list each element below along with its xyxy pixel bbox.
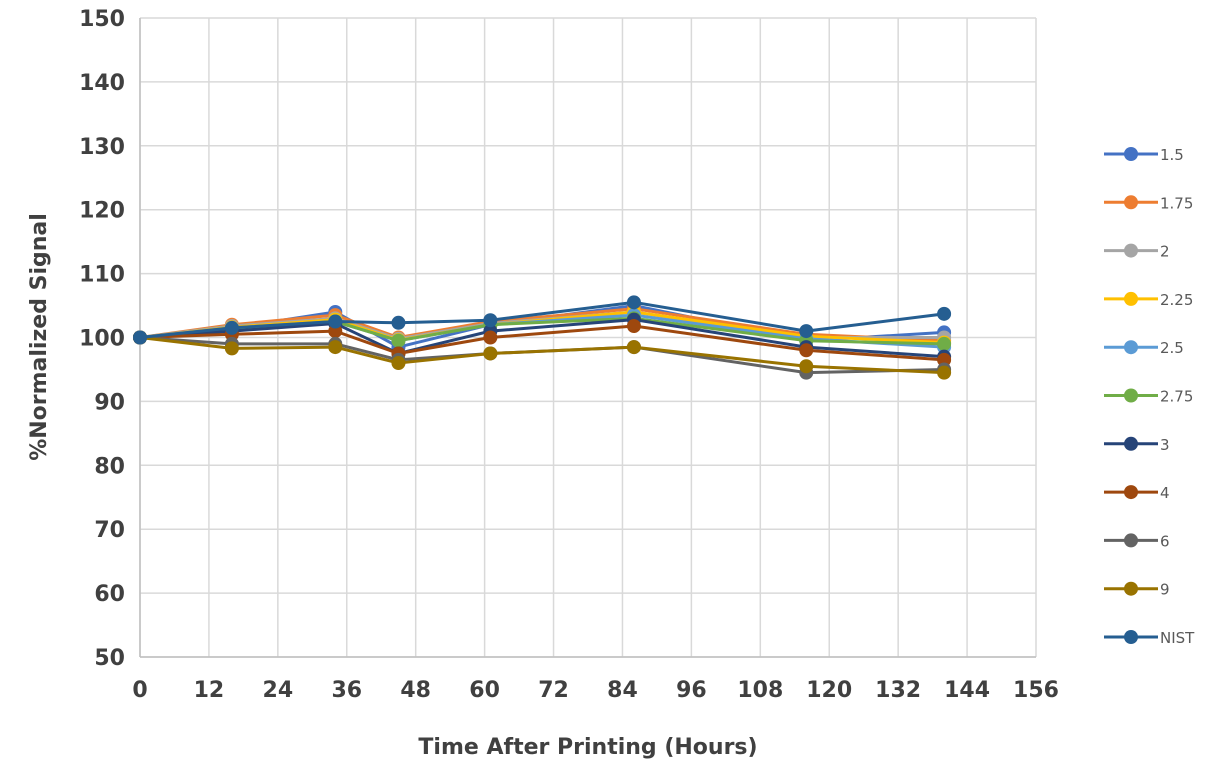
legend-item: 2.5 — [1104, 339, 1184, 357]
axes: 50 60 70 80 90 100 110 120 130 140 150 0 12 24 36 48 60 7… — [79, 7, 1059, 703]
y-tick-label: 100 — [79, 327, 125, 352]
data-point — [328, 340, 343, 355]
legend-label: 1.75 — [1160, 194, 1193, 212]
data-point — [626, 295, 641, 310]
data-point — [391, 315, 406, 330]
series-line — [139, 318, 945, 359]
legend-marker — [1124, 195, 1138, 210]
data-point — [799, 343, 814, 358]
y-tick-label: 120 — [79, 199, 125, 224]
legend-marker — [1124, 581, 1138, 596]
y-tick-label: 60 — [94, 582, 125, 607]
legend-label: 6 — [1160, 532, 1170, 550]
data-point — [626, 340, 641, 355]
x-axis-title: Time After Printing (Hours) — [418, 735, 757, 760]
series-NIST — [133, 295, 952, 345]
y-tick-label: 130 — [79, 135, 125, 160]
series-layer — [133, 295, 952, 380]
x-tick-label: 96 — [676, 678, 707, 703]
x-tick-label: 144 — [944, 678, 990, 703]
x-tick-label: 108 — [737, 678, 783, 703]
data-point — [937, 336, 952, 351]
x-tick-label: 48 — [400, 678, 431, 703]
legend-item: 2.25 — [1104, 291, 1193, 309]
legend-item: 1.5 — [1104, 146, 1184, 164]
legend-label: 1.5 — [1160, 146, 1184, 164]
legend-item: 2.75 — [1104, 388, 1193, 406]
legend-marker — [1124, 630, 1138, 644]
data-point — [391, 333, 406, 348]
legend-marker — [1124, 340, 1138, 355]
y-tick-label: 140 — [79, 71, 125, 96]
data-point — [626, 318, 641, 333]
legend: 1.5 1.75 2 2.25 2.5 2.75 3 4 6 9 NIST — [1104, 146, 1195, 647]
legend-marker — [1124, 485, 1138, 500]
x-tick-label: 60 — [469, 678, 500, 703]
series-9 — [133, 330, 952, 380]
x-tick-label: 24 — [263, 678, 294, 703]
x-tick-label: 12 — [194, 678, 225, 703]
legend-item: 6 — [1104, 532, 1170, 550]
y-tick-label: 50 — [94, 646, 125, 671]
legend-item: 3 — [1104, 436, 1170, 454]
data-point — [937, 306, 952, 321]
legend-label: NIST — [1160, 629, 1195, 647]
legend-marker — [1124, 291, 1138, 306]
y-tick-label: 110 — [79, 263, 125, 288]
data-point — [937, 365, 952, 380]
x-tick-label: 72 — [538, 678, 569, 703]
x-tick-label: 156 — [1013, 678, 1059, 703]
data-point — [328, 314, 343, 329]
data-point — [483, 346, 498, 361]
legend-label: 3 — [1160, 436, 1170, 454]
data-point — [799, 359, 814, 374]
y-tick-label: 80 — [94, 454, 125, 479]
legend-label: 9 — [1160, 581, 1170, 599]
data-point — [224, 320, 239, 335]
legend-label: 2.5 — [1160, 339, 1184, 357]
legend-label: 4 — [1160, 484, 1170, 502]
series-line — [139, 336, 945, 375]
legend-label: 2.75 — [1160, 388, 1193, 406]
x-tick-label: 36 — [331, 678, 362, 703]
legend-marker — [1124, 436, 1138, 451]
series-line — [139, 324, 945, 362]
series-line — [139, 336, 945, 375]
legend-marker — [1124, 147, 1138, 161]
legend-label: 2 — [1160, 243, 1170, 261]
legend-item: NIST — [1104, 629, 1195, 647]
x-tick-label: 84 — [607, 678, 638, 703]
x-tick-label: 120 — [806, 678, 852, 703]
x-tick-label: 0 — [132, 678, 147, 703]
x-tick-label: 132 — [875, 678, 921, 703]
data-point — [937, 352, 952, 367]
y-tick-label: 70 — [94, 518, 125, 543]
data-point — [483, 330, 498, 345]
data-point — [483, 313, 498, 328]
legend-item: 9 — [1104, 581, 1170, 599]
y-tick-label: 90 — [94, 390, 125, 415]
data-point — [391, 356, 406, 371]
data-point — [328, 324, 343, 339]
legend-item: 2 — [1104, 243, 1170, 261]
data-point — [224, 341, 239, 356]
data-point — [133, 330, 147, 345]
legend-marker — [1124, 533, 1138, 548]
series-line — [139, 307, 945, 343]
legend-marker — [1124, 243, 1138, 258]
legend-marker — [1124, 388, 1138, 403]
series-line — [139, 300, 945, 339]
y-axis-title: %Normalized Signal — [27, 213, 52, 461]
data-point — [799, 324, 814, 339]
legend-item: 1.75 — [1104, 194, 1193, 212]
y-tick-label: 150 — [79, 7, 125, 32]
legend-label: 2.25 — [1160, 291, 1193, 309]
legend-item: 4 — [1104, 484, 1170, 502]
